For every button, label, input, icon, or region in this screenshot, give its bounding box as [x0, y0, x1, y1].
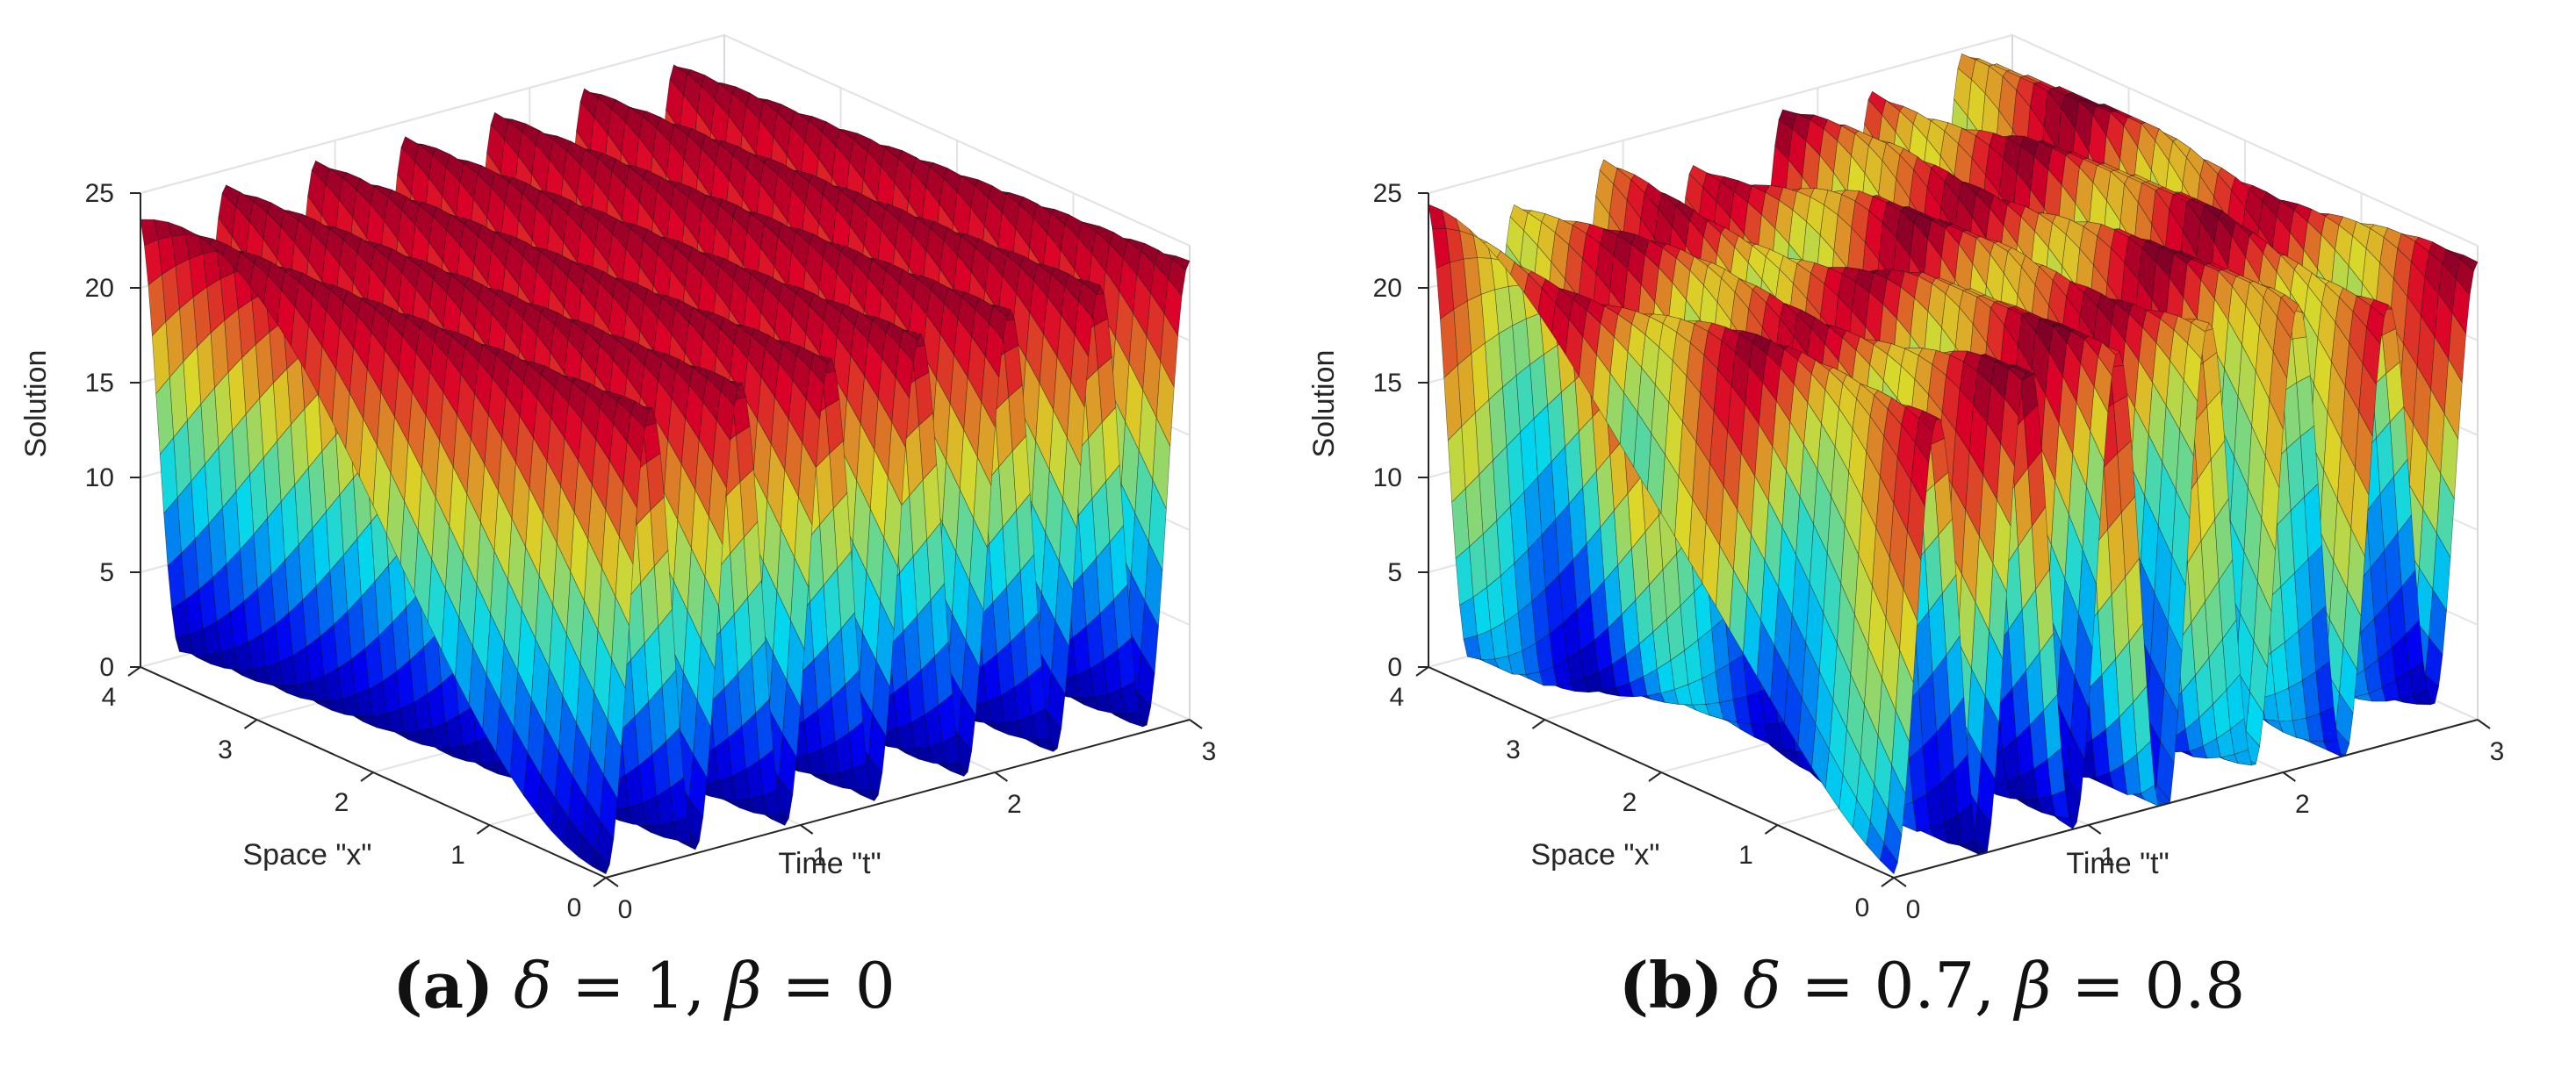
chart-panel-a: 0 5 10 15 20 25 0 1 2 3 4 0 1 2 3 Space "x" Time "t" Solu… [19, 33, 1216, 1022]
surface [140, 64, 1191, 875]
